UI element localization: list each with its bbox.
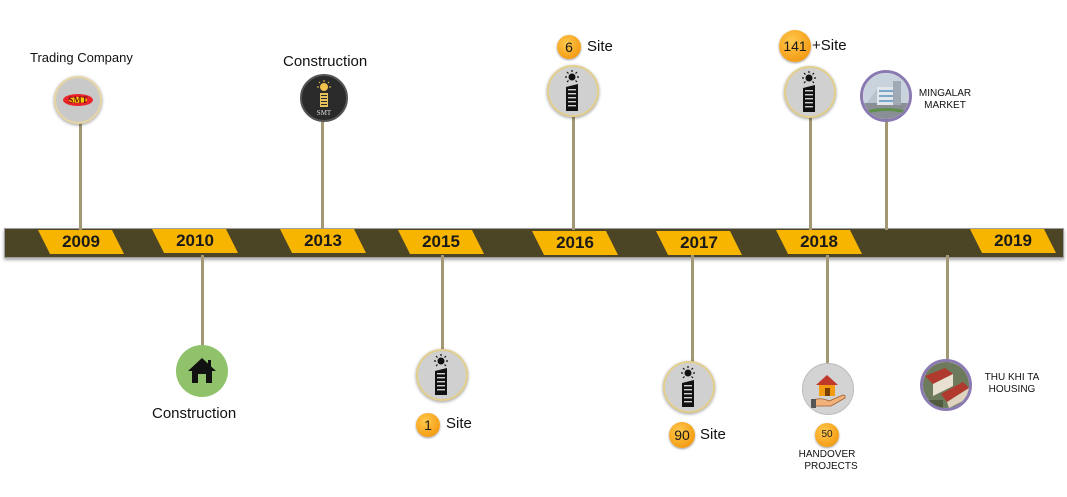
year-tag-2015: 2015 [398, 230, 484, 254]
stem-2018-top [809, 114, 812, 230]
smt-logo-icon: SMT [54, 76, 102, 124]
smt-construction-logo-icon: SMT [300, 74, 348, 122]
stem-2018-bottom [826, 255, 829, 365]
stem-2015 [441, 255, 444, 351]
thukhita-line2: HOUSING [988, 384, 1036, 395]
label-site-2018: +Site [812, 37, 847, 54]
label-construction-2013: Construction [283, 53, 368, 70]
stem-2009 [79, 112, 82, 230]
mingalar-line2: MARKET [924, 100, 966, 111]
label-site-2016: Site [587, 38, 613, 55]
label-mingalar-market: MINGALAR MARKET [912, 88, 978, 112]
stem-mingalar [885, 120, 888, 230]
year-tag-2013: 2013 [280, 229, 366, 253]
year-tag-2019: 2019 [970, 229, 1056, 253]
year-tag-2016: 2016 [532, 231, 618, 255]
label-construction-2010: Construction [152, 405, 237, 422]
handover-line2: PROJECTS [804, 461, 858, 472]
stem-2010 [201, 255, 204, 347]
year-tag-2010: 2010 [152, 229, 238, 253]
building-icon [663, 361, 715, 413]
label-handover: HANDOVER PROJECTS [790, 449, 864, 473]
year-tag-2018: 2018 [776, 230, 862, 254]
building-icon [547, 65, 599, 117]
badge-2017: 90 [669, 422, 695, 448]
label-thukhita-housing: THU KHI TA HOUSING [976, 372, 1048, 396]
mingalar-line1: MINGALAR [918, 88, 972, 99]
house-icon [176, 345, 228, 397]
building-icon [784, 66, 836, 118]
stem-2013 [321, 118, 324, 230]
label-site-2015: Site [446, 415, 472, 432]
building-icon [416, 349, 468, 401]
badge-2015: 1 [416, 413, 440, 437]
year-tag-2009: 2009 [38, 230, 124, 254]
smt-logo-text: SMT [68, 95, 88, 105]
handover-line1: HANDOVER [798, 449, 856, 460]
stem-thukhita [946, 255, 949, 363]
badge-2016: 6 [557, 35, 581, 59]
label-trading-company: Trading Company [30, 50, 133, 65]
thukhita-line1: THU KHI TA [984, 372, 1040, 383]
handover-house-icon [802, 363, 854, 415]
stem-2016 [572, 114, 575, 230]
badge-handover: 50 [815, 423, 839, 447]
smt-text: SMT [317, 109, 332, 117]
year-tag-2017: 2017 [656, 231, 742, 255]
label-site-2017: Site [700, 426, 726, 443]
stem-2017 [691, 255, 694, 363]
badge-2018: 141 [779, 30, 811, 62]
market-photo-icon [860, 70, 912, 122]
housing-photo-icon [920, 359, 972, 411]
